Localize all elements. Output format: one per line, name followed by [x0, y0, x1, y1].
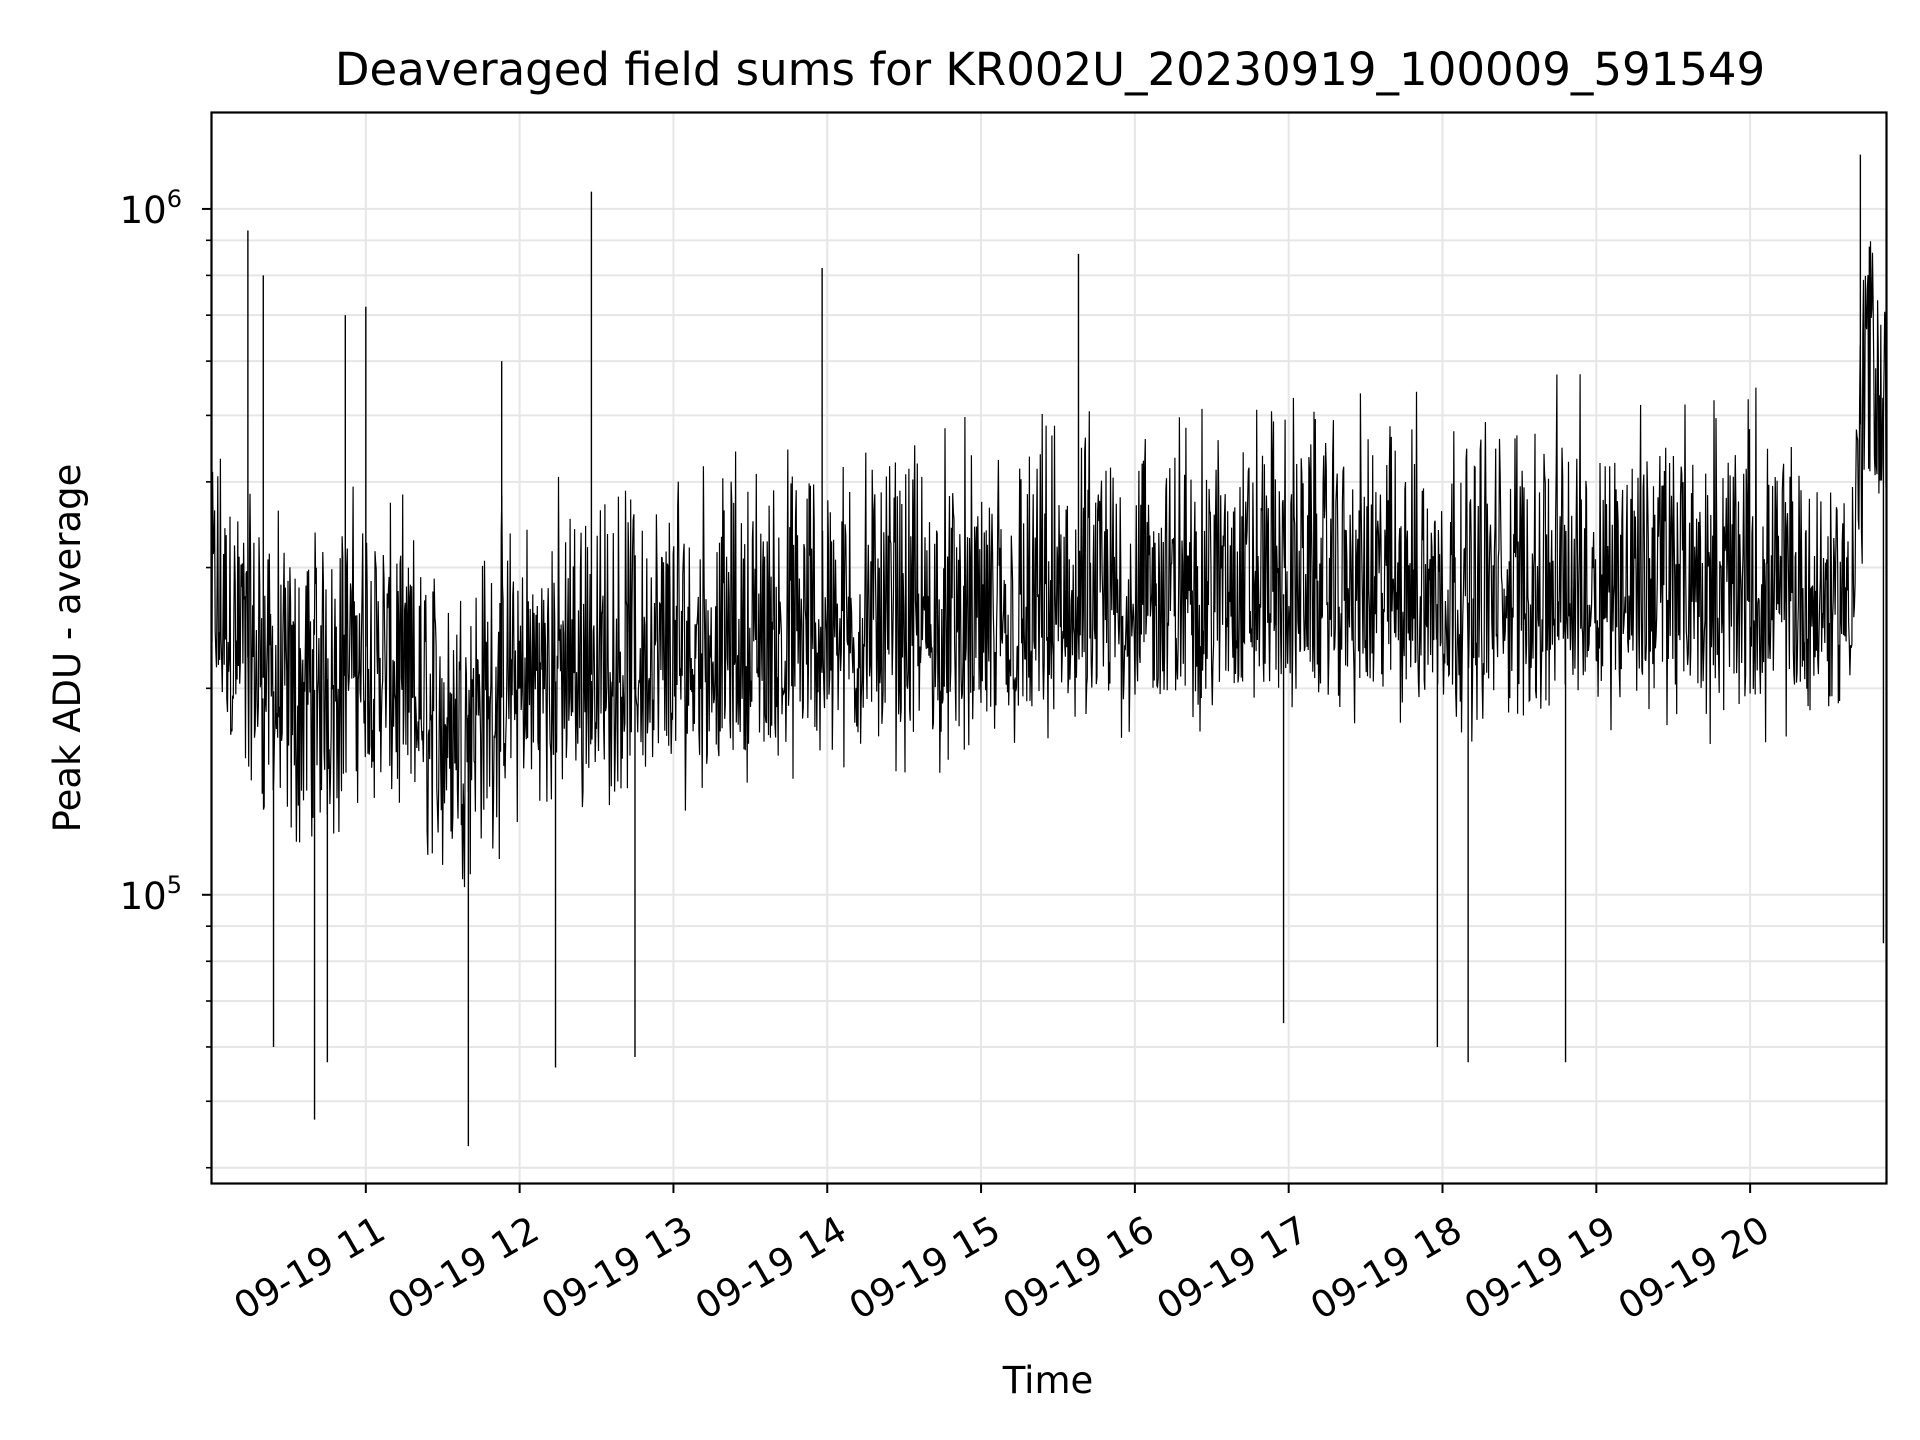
series-layer — [211, 154, 1887, 1147]
x-axis-label: Time — [1002, 1359, 1094, 1402]
y-axis-ticks: 105 106 — [120, 185, 212, 1169]
chart-title: Deaveraged field sums for KR002U_2023091… — [335, 43, 1765, 96]
series-line — [211, 241, 1887, 888]
y-tick-label: 105 — [120, 871, 182, 918]
plot-frame — [210, 111, 1888, 1185]
y-tick-label: 106 — [120, 185, 182, 232]
y-axis-label: Peak ADU - average — [46, 464, 89, 833]
